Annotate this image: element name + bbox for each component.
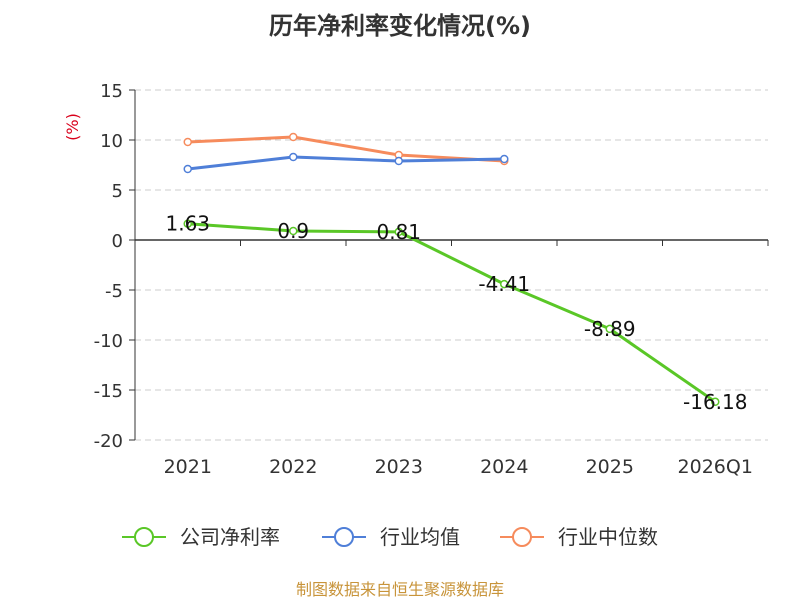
- legend-marker: [334, 527, 354, 547]
- x-tick-label: 2025: [586, 456, 634, 478]
- data-point: [289, 132, 298, 142]
- source-note: 制图数据来自恒生聚源数据库: [296, 580, 504, 599]
- data-labels: 1.63 0.9 0.81 -4.41 -8.89 -16.18: [165, 212, 747, 414]
- legend-marker: [134, 527, 154, 547]
- series-line: [187, 155, 505, 171]
- data-label: 1.63: [165, 212, 210, 236]
- legend-item[interactable]: 行业中位数: [500, 525, 658, 549]
- x-tick-label: 2024: [480, 456, 528, 478]
- data-point: [500, 154, 509, 164]
- x-tick-label: 2021: [164, 456, 212, 478]
- data-point: [605, 324, 614, 334]
- data-point: [394, 227, 403, 237]
- y-tick-label: 0: [112, 231, 123, 252]
- data-label: -16.18: [683, 390, 747, 414]
- data-label: 0.81: [376, 220, 421, 244]
- grid-lines: [135, 89, 768, 441]
- y-tick-label: 10: [100, 131, 123, 152]
- data-point: [183, 164, 192, 174]
- legend-marker: [512, 527, 532, 547]
- y-tick-label: -15: [94, 381, 123, 402]
- y-tick-label: -10: [94, 331, 123, 352]
- y-axis-label: (%): [63, 113, 82, 141]
- legend-label: 公司净利率: [180, 525, 280, 549]
- legend-label: 行业均值: [380, 525, 460, 549]
- x-tick-label: 2023: [375, 456, 423, 478]
- y-tick-label: 5: [112, 181, 123, 202]
- series-layer: [183, 132, 720, 407]
- series-line: [187, 222, 717, 404]
- chart-title: 历年净利率变化情况(%): [269, 12, 531, 40]
- data-label: 0.9: [277, 219, 309, 243]
- data-point: [289, 226, 298, 236]
- axes: 15 10 5 0 -5 -10 -15 -20 2021 2022 2023 2024 2025 202…: [94, 81, 769, 478]
- legend: 公司净利率 行业均值 行业中位数: [122, 525, 658, 549]
- y-tick-label: -20: [94, 431, 123, 452]
- data-label: -4.41: [478, 272, 530, 296]
- x-tick-label: 2026Q1: [678, 456, 753, 478]
- data-point: [394, 156, 403, 166]
- data-label: -8.89: [584, 317, 636, 341]
- legend-item[interactable]: 行业均值: [322, 525, 460, 549]
- data-point: [711, 397, 720, 407]
- data-point: [183, 219, 192, 228]
- data-point: [183, 137, 192, 147]
- legend-item[interactable]: 公司净利率: [122, 525, 280, 549]
- data-point: [500, 279, 509, 289]
- legend-label: 行业中位数: [558, 525, 658, 549]
- series-line: [187, 135, 505, 163]
- x-tick-label: 2022: [269, 456, 317, 478]
- data-point: [289, 152, 298, 162]
- y-tick-label: -5: [105, 281, 123, 302]
- y-tick-label: 15: [100, 81, 123, 102]
